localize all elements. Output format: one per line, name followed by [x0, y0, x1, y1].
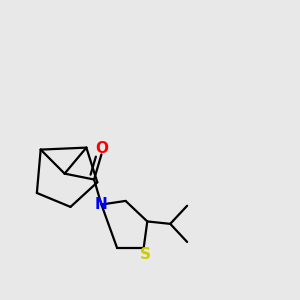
Text: S: S — [140, 247, 151, 262]
Text: N: N — [95, 197, 108, 212]
Text: O: O — [95, 140, 108, 155]
